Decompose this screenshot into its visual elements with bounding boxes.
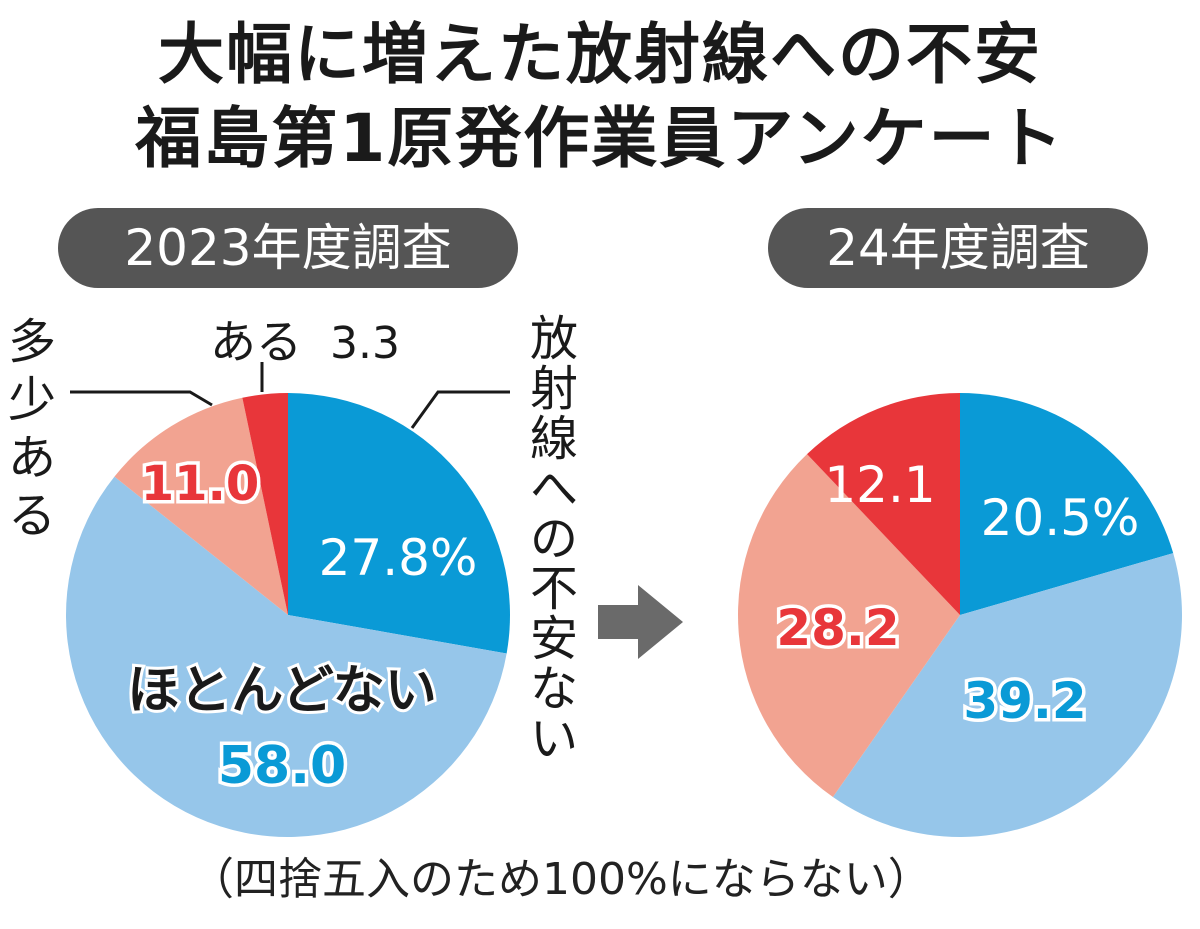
- value-label-tashou-2024: 28.2: [776, 599, 899, 657]
- slice-aru: [242, 393, 288, 615]
- category-label-hotondo: ほとんどない: [127, 661, 436, 721]
- category-label-tashou: 多少ある: [8, 314, 56, 544]
- slice-nai: [288, 393, 510, 654]
- slice-tashou: [738, 454, 960, 798]
- arrow-right-icon: [598, 585, 683, 659]
- slice-nai: [960, 393, 1174, 615]
- slice-hotondo: [832, 553, 1182, 837]
- chart-title-line1: 大幅に増えた放射線への不安: [158, 16, 1042, 93]
- category-label-nai: 放射線への不安ない: [530, 311, 578, 767]
- leader-line-tashou: [70, 390, 213, 407]
- category-label-aru: ある: [210, 315, 302, 369]
- value-label-hotondo-2024: 39.2: [963, 672, 1086, 730]
- value-label-nai-2024: 20.5%: [981, 489, 1140, 547]
- value-label-aru-2024: 12.1: [824, 456, 935, 514]
- chart-title-line2: 福島第1原発作業員アンケート: [135, 100, 1065, 177]
- leader-line-nai: [410, 390, 510, 429]
- pie-chart-2024: [738, 393, 1182, 837]
- slice-hotondo: [65, 476, 507, 837]
- pie-chart-2023: [65, 393, 510, 837]
- slice-tashou: [114, 397, 288, 615]
- footnote: （四捨五入のため100%にならない）: [190, 854, 932, 905]
- slice-aru: [807, 393, 960, 615]
- value-label-aru: 3.3: [330, 318, 400, 369]
- survey-label-2024: 24年度調査: [768, 208, 1148, 288]
- survey-label-2023: 2023年度調査: [58, 208, 518, 288]
- value-label-hotondo: 58.0: [218, 736, 346, 796]
- value-label-tashou: 11.0: [141, 456, 259, 512]
- value-label-nai: 27.8%: [319, 529, 478, 587]
